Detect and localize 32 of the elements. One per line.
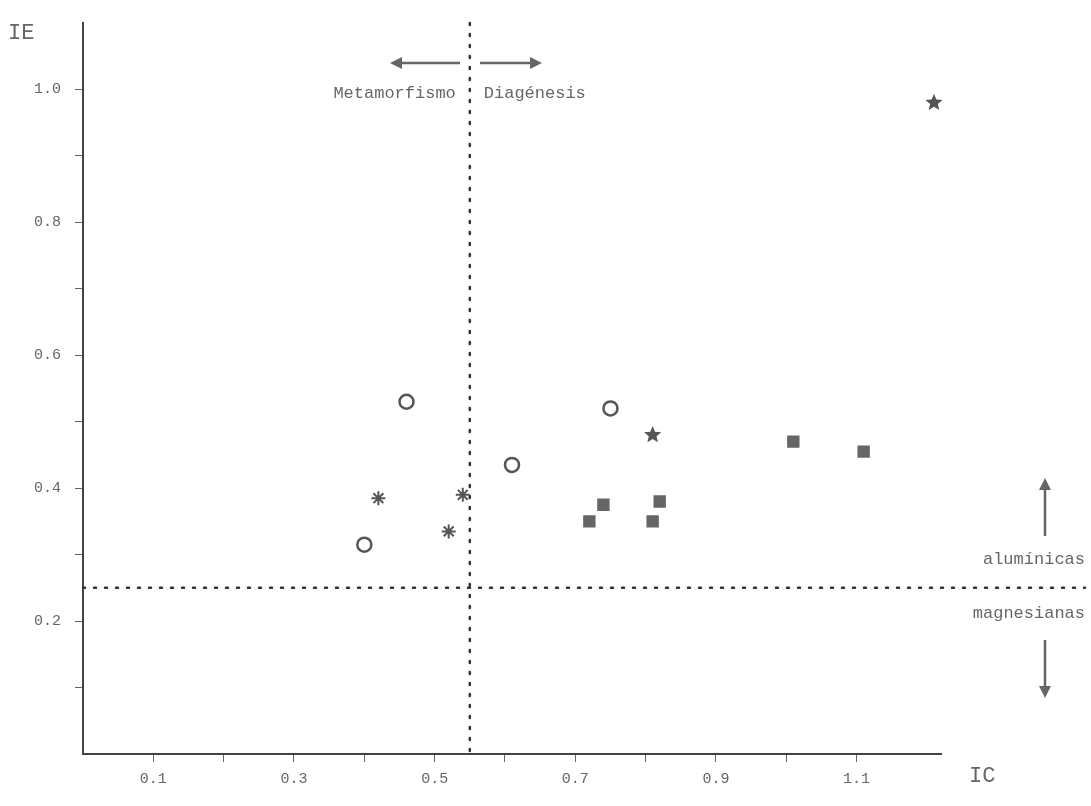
annotation: Metamorfismo (333, 83, 456, 103)
text: alumínicas (982, 550, 1085, 570)
x-tick-label: 0.3 (280, 770, 308, 788)
point (787, 435, 800, 448)
point (644, 426, 662, 443)
annotation: Diagénesis (483, 83, 586, 103)
x-axis-title: IC (969, 763, 996, 789)
x-tick-label: 0.5 (421, 770, 449, 788)
point (597, 498, 610, 511)
point (602, 400, 619, 417)
point (356, 536, 373, 553)
y-tick-label: 1.0 (33, 81, 61, 99)
x-tick-label: 0.9 (702, 770, 730, 788)
y-tick-label: 0.4 (33, 480, 61, 498)
point (653, 495, 666, 508)
point (454, 486, 471, 503)
y-tick-label: 0.2 (33, 613, 61, 631)
point (398, 393, 415, 411)
point (503, 456, 521, 474)
point (370, 490, 387, 507)
point (925, 93, 943, 111)
point (857, 445, 870, 458)
y-tick-label: 0.8 (33, 214, 61, 232)
point (583, 515, 596, 528)
point (646, 515, 659, 528)
y-axis-title: IE (8, 20, 35, 46)
x-tick-label: 0.1 (139, 770, 167, 788)
point (440, 523, 457, 540)
text: magnesianas (972, 604, 1085, 624)
x-tick-label: 1.1 (843, 770, 871, 788)
x-tick-label: 0.7 (561, 770, 589, 788)
y-tick-label: 0.6 (33, 347, 61, 365)
